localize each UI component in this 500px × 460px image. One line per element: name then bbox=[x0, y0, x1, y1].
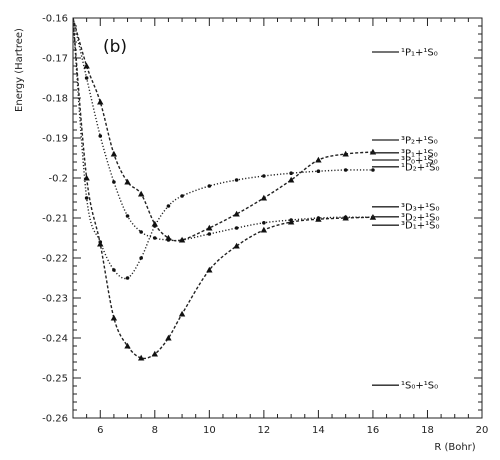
y-tick-label: -0.19 bbox=[42, 134, 68, 145]
series-4-point bbox=[98, 134, 103, 138]
series-3-point bbox=[165, 234, 172, 241]
x-axis-label: R (Bohr) bbox=[434, 442, 475, 453]
series-3-point bbox=[315, 156, 322, 163]
y-tick-label: -0.16 bbox=[42, 14, 68, 25]
y-tick-label: -0.26 bbox=[42, 414, 68, 425]
series-3-line bbox=[73, 18, 373, 242]
series-2-point bbox=[83, 174, 90, 181]
series-2-point bbox=[178, 310, 186, 317]
x-tick-label: 14 bbox=[312, 425, 325, 436]
tick-labels: 6 8 10 12 14 16 18 20 -0.16 -0.17 -0.18 -0.19 -0.2 -0… bbox=[42, 14, 488, 437]
x-tick-label: 6 bbox=[97, 425, 103, 436]
series-1-point bbox=[207, 184, 212, 188]
series-4-point bbox=[166, 238, 171, 242]
series-4-point bbox=[125, 214, 130, 218]
y-axis-label: Energy (Hartree) bbox=[14, 28, 25, 112]
y-tick-label: -0.23 bbox=[42, 294, 68, 305]
y-tick-label: -0.21 bbox=[42, 214, 68, 225]
series-3-point bbox=[260, 194, 268, 201]
series-3-point bbox=[206, 224, 213, 231]
x-tick-label: 8 bbox=[152, 425, 158, 436]
series-2-point bbox=[97, 240, 104, 247]
series-2-point bbox=[206, 266, 213, 273]
series-1-point bbox=[112, 268, 116, 272]
series-2-point bbox=[137, 354, 145, 361]
series-4-point bbox=[234, 226, 239, 230]
series-1-point bbox=[371, 168, 375, 172]
series-2-point bbox=[124, 342, 131, 349]
series-2 bbox=[73, 18, 377, 361]
y-tick-label: -0.2 bbox=[48, 174, 68, 185]
asymptote-label: ³D₃+¹S₀ bbox=[401, 202, 439, 213]
series-4-point bbox=[84, 76, 89, 80]
series-1-line bbox=[73, 18, 373, 280]
series-2-point bbox=[110, 314, 118, 321]
series-1-point bbox=[139, 256, 143, 260]
asymptote-label: ¹P₁+¹S₀ bbox=[401, 48, 438, 59]
y-tick-label: -0.24 bbox=[42, 334, 68, 345]
series-3 bbox=[73, 18, 377, 243]
series-3-point bbox=[137, 190, 145, 197]
series-4-line bbox=[73, 18, 373, 242]
x-tick-label: 16 bbox=[367, 425, 380, 436]
series-1-point bbox=[234, 178, 239, 182]
series-4-point bbox=[207, 232, 212, 236]
series-1-point bbox=[84, 196, 89, 200]
series-3-point bbox=[83, 62, 90, 69]
asymptote-label: ³P₀+¹S₀ bbox=[401, 156, 438, 167]
series-4-point bbox=[112, 180, 116, 184]
x-tick-label: 20 bbox=[476, 425, 489, 436]
series-4-point bbox=[139, 230, 143, 234]
series-4-point bbox=[316, 216, 321, 220]
series-4-point bbox=[343, 215, 348, 219]
series-1-point bbox=[125, 276, 130, 280]
series-2-point bbox=[151, 350, 158, 357]
series-3-point bbox=[233, 210, 240, 217]
x-tick-label: 10 bbox=[203, 425, 216, 436]
series-4-point bbox=[262, 221, 266, 225]
series-1-point bbox=[343, 168, 348, 172]
y-tick-label: -0.22 bbox=[42, 254, 68, 265]
series-3-point bbox=[151, 220, 158, 227]
series-4-point bbox=[153, 236, 157, 240]
axis-ticks bbox=[72, 17, 483, 419]
series-group bbox=[73, 18, 377, 361]
series-1-point bbox=[289, 171, 293, 175]
series-2-point bbox=[165, 334, 172, 341]
series-2-line bbox=[73, 18, 373, 360]
series-1-point bbox=[262, 174, 266, 178]
series-3-point bbox=[124, 178, 131, 185]
asymptote-label: ¹S₀+¹S₀ bbox=[401, 381, 438, 392]
series-1-point bbox=[166, 204, 171, 208]
series-3-point bbox=[287, 176, 295, 183]
series-4-point bbox=[289, 218, 293, 222]
series-4-point bbox=[180, 238, 184, 242]
series-1-point bbox=[316, 169, 321, 173]
series-2-point bbox=[260, 226, 268, 233]
asymptote-label: ³D₂+¹S₀ bbox=[401, 212, 439, 223]
asymptote-label: ³D₁+¹S₀ bbox=[401, 221, 439, 232]
x-tick-label: 18 bbox=[421, 425, 434, 436]
y-tick-label: -0.25 bbox=[42, 374, 68, 385]
x-tick-label: 12 bbox=[257, 425, 270, 436]
y-tick-label: -0.17 bbox=[42, 54, 68, 65]
series-1-point bbox=[180, 194, 184, 198]
series-3-point bbox=[110, 150, 118, 157]
series-3-point bbox=[97, 98, 104, 105]
series-2-point bbox=[233, 242, 240, 249]
y-tick-label: -0.18 bbox=[42, 94, 68, 105]
series-3-point bbox=[342, 150, 349, 157]
asymptote-label: ¹D₂+¹S₀ bbox=[401, 162, 439, 173]
series-1 bbox=[73, 18, 375, 280]
asymptote-label: ³P₁+¹S₀ bbox=[401, 148, 438, 159]
asymptote-label: ³P₂+¹S₀ bbox=[401, 136, 438, 147]
panel-label: (b) bbox=[103, 37, 127, 57]
